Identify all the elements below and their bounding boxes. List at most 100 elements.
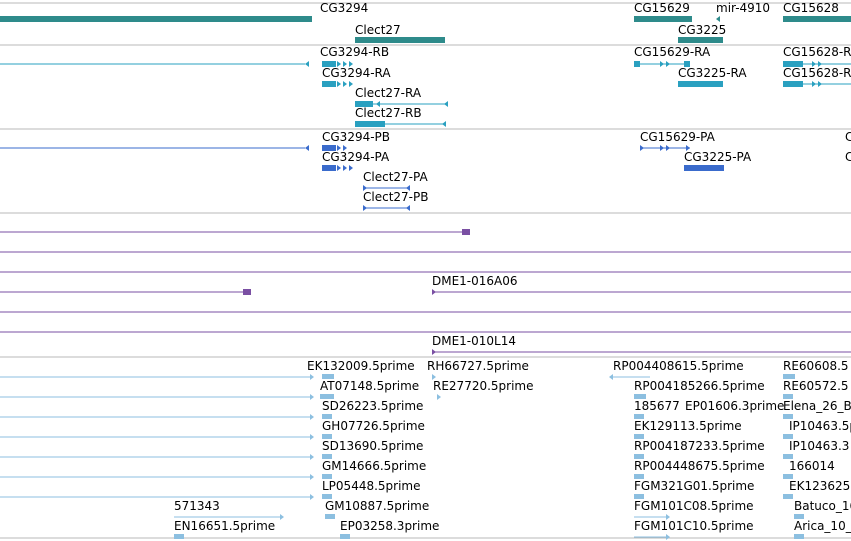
feature-block[interactable] — [783, 61, 803, 67]
est-block[interactable] — [634, 494, 644, 499]
feature-block[interactable] — [322, 81, 336, 87]
strand-arrow-right-icon[interactable] — [812, 81, 816, 87]
strand-arrow-right-icon[interactable] — [280, 514, 284, 520]
strand-arrow-left-icon[interactable] — [305, 145, 309, 151]
strand-arrow-right-icon[interactable] — [343, 165, 347, 171]
est-block[interactable] — [783, 474, 793, 479]
est-block[interactable] — [783, 394, 793, 399]
est-block[interactable] — [322, 454, 332, 459]
strand-arrow-right-icon[interactable] — [818, 81, 822, 87]
strand-arrow-right-icon[interactable] — [310, 414, 314, 420]
strand-arrow-right-icon[interactable] — [310, 494, 314, 500]
est-block[interactable] — [322, 374, 334, 379]
strand-arrow-right-icon[interactable] — [310, 434, 314, 440]
strand-arrow-left-icon[interactable] — [406, 205, 410, 211]
est-block[interactable] — [794, 514, 804, 519]
gene-CG3225[interactable] — [678, 37, 723, 43]
gene-CG15629[interactable] — [634, 16, 692, 22]
est-block[interactable] — [322, 494, 332, 499]
feature-block[interactable] — [678, 81, 723, 87]
feature-label: Elena_26_B — [783, 399, 851, 413]
strand-arrow-right-icon[interactable] — [437, 394, 441, 400]
strand-arrow-right-icon[interactable] — [310, 394, 314, 400]
strand-arrow-right-icon[interactable] — [310, 374, 314, 380]
strand-arrow-right-icon[interactable] — [343, 61, 347, 67]
est-block[interactable] — [634, 454, 644, 459]
strand-arrow-right-icon[interactable] — [343, 81, 347, 87]
strand-arrow-right-icon[interactable] — [337, 165, 341, 171]
strand-arrow-right-icon[interactable] — [666, 514, 670, 520]
est-block[interactable] — [320, 394, 334, 399]
gene-CG3294[interactable] — [0, 16, 312, 22]
strand-arrow-left-icon[interactable] — [376, 101, 380, 107]
strand-arrow-left-icon[interactable] — [678, 81, 682, 87]
strand-arrow-right-icon[interactable] — [812, 61, 816, 67]
feature-block[interactable] — [355, 121, 385, 127]
est-block[interactable] — [322, 434, 332, 439]
est-block[interactable] — [340, 534, 350, 539]
est-block[interactable] — [634, 474, 644, 479]
est-block[interactable] — [634, 394, 646, 399]
strand-arrow-right-icon[interactable] — [310, 474, 314, 480]
feature-block[interactable] — [322, 165, 336, 171]
strand-arrow-right-icon[interactable] — [660, 145, 664, 151]
feature-block[interactable] — [322, 61, 336, 67]
strand-arrow-right-icon[interactable] — [349, 61, 353, 67]
gene-CG15628[interactable] — [783, 16, 851, 22]
strand-arrow-right-icon[interactable] — [818, 61, 822, 67]
strand-arrow-right-icon[interactable] — [432, 349, 436, 355]
feature-label: CG15628-R — [783, 45, 851, 59]
strand-arrow-right-icon[interactable] — [432, 289, 436, 295]
strand-arrow-left-icon[interactable] — [442, 121, 446, 127]
strand-arrow-left-icon[interactable] — [444, 101, 448, 107]
feature-label: Batuco_16 — [794, 499, 851, 513]
clone-end[interactable] — [462, 229, 470, 235]
est-block[interactable] — [783, 434, 793, 439]
strand-arrow-left-icon[interactable] — [305, 61, 309, 67]
est-block[interactable] — [325, 514, 335, 519]
feature-block[interactable] — [634, 61, 640, 67]
strand-arrow-right-icon[interactable] — [337, 145, 341, 151]
clone-end[interactable] — [243, 289, 251, 295]
strand-arrow-right-icon[interactable] — [666, 61, 670, 67]
strand-arrow-left-icon[interactable] — [609, 374, 613, 380]
gene-Clect27[interactable] — [355, 37, 445, 43]
strand-arrow-right-icon[interactable] — [310, 454, 314, 460]
track-features[interactable] — [0, 16, 851, 540]
est-block[interactable] — [794, 534, 804, 539]
est-block[interactable] — [322, 414, 332, 419]
est-block[interactable] — [783, 374, 795, 379]
strand-arrow-left-icon[interactable] — [684, 165, 688, 171]
feature-block[interactable] — [783, 81, 803, 87]
strand-arrow-right-icon[interactable] — [660, 61, 664, 67]
strand-arrow-right-icon[interactable] — [337, 61, 341, 67]
feature-block[interactable] — [355, 101, 373, 107]
est-block[interactable] — [783, 494, 793, 499]
feature-block[interactable] — [322, 145, 336, 151]
est-block[interactable] — [322, 474, 332, 479]
strand-arrow-right-icon[interactable] — [363, 205, 367, 211]
strand-arrow-right-icon[interactable] — [432, 374, 436, 380]
feature-block[interactable] — [684, 61, 690, 67]
est-block[interactable] — [634, 434, 644, 439]
feature-label: CG3294-PB — [322, 130, 390, 144]
est-block[interactable] — [783, 454, 793, 459]
strand-arrow-left-icon[interactable] — [406, 185, 410, 191]
strand-arrow-right-icon[interactable] — [686, 145, 690, 151]
strand-arrow-right-icon[interactable] — [343, 145, 347, 151]
strand-arrow-right-icon[interactable] — [666, 145, 670, 151]
strand-arrow-right-icon[interactable] — [363, 185, 367, 191]
est-block[interactable] — [783, 414, 793, 419]
strand-arrow-right-icon[interactable] — [337, 81, 341, 87]
est-block[interactable] — [634, 414, 644, 419]
feature-label: CG15628 — [783, 1, 839, 15]
feature-label: Clect27 — [355, 23, 401, 37]
strand-arrow-right-icon[interactable] — [349, 165, 353, 171]
strand-arrow-right-icon[interactable] — [666, 534, 670, 540]
strand-arrow-left-icon[interactable] — [716, 16, 720, 22]
strand-arrow-right-icon[interactable] — [349, 81, 353, 87]
strand-arrow-right-icon[interactable] — [640, 145, 644, 151]
feature-block[interactable] — [684, 165, 724, 171]
est-block[interactable] — [174, 534, 184, 539]
